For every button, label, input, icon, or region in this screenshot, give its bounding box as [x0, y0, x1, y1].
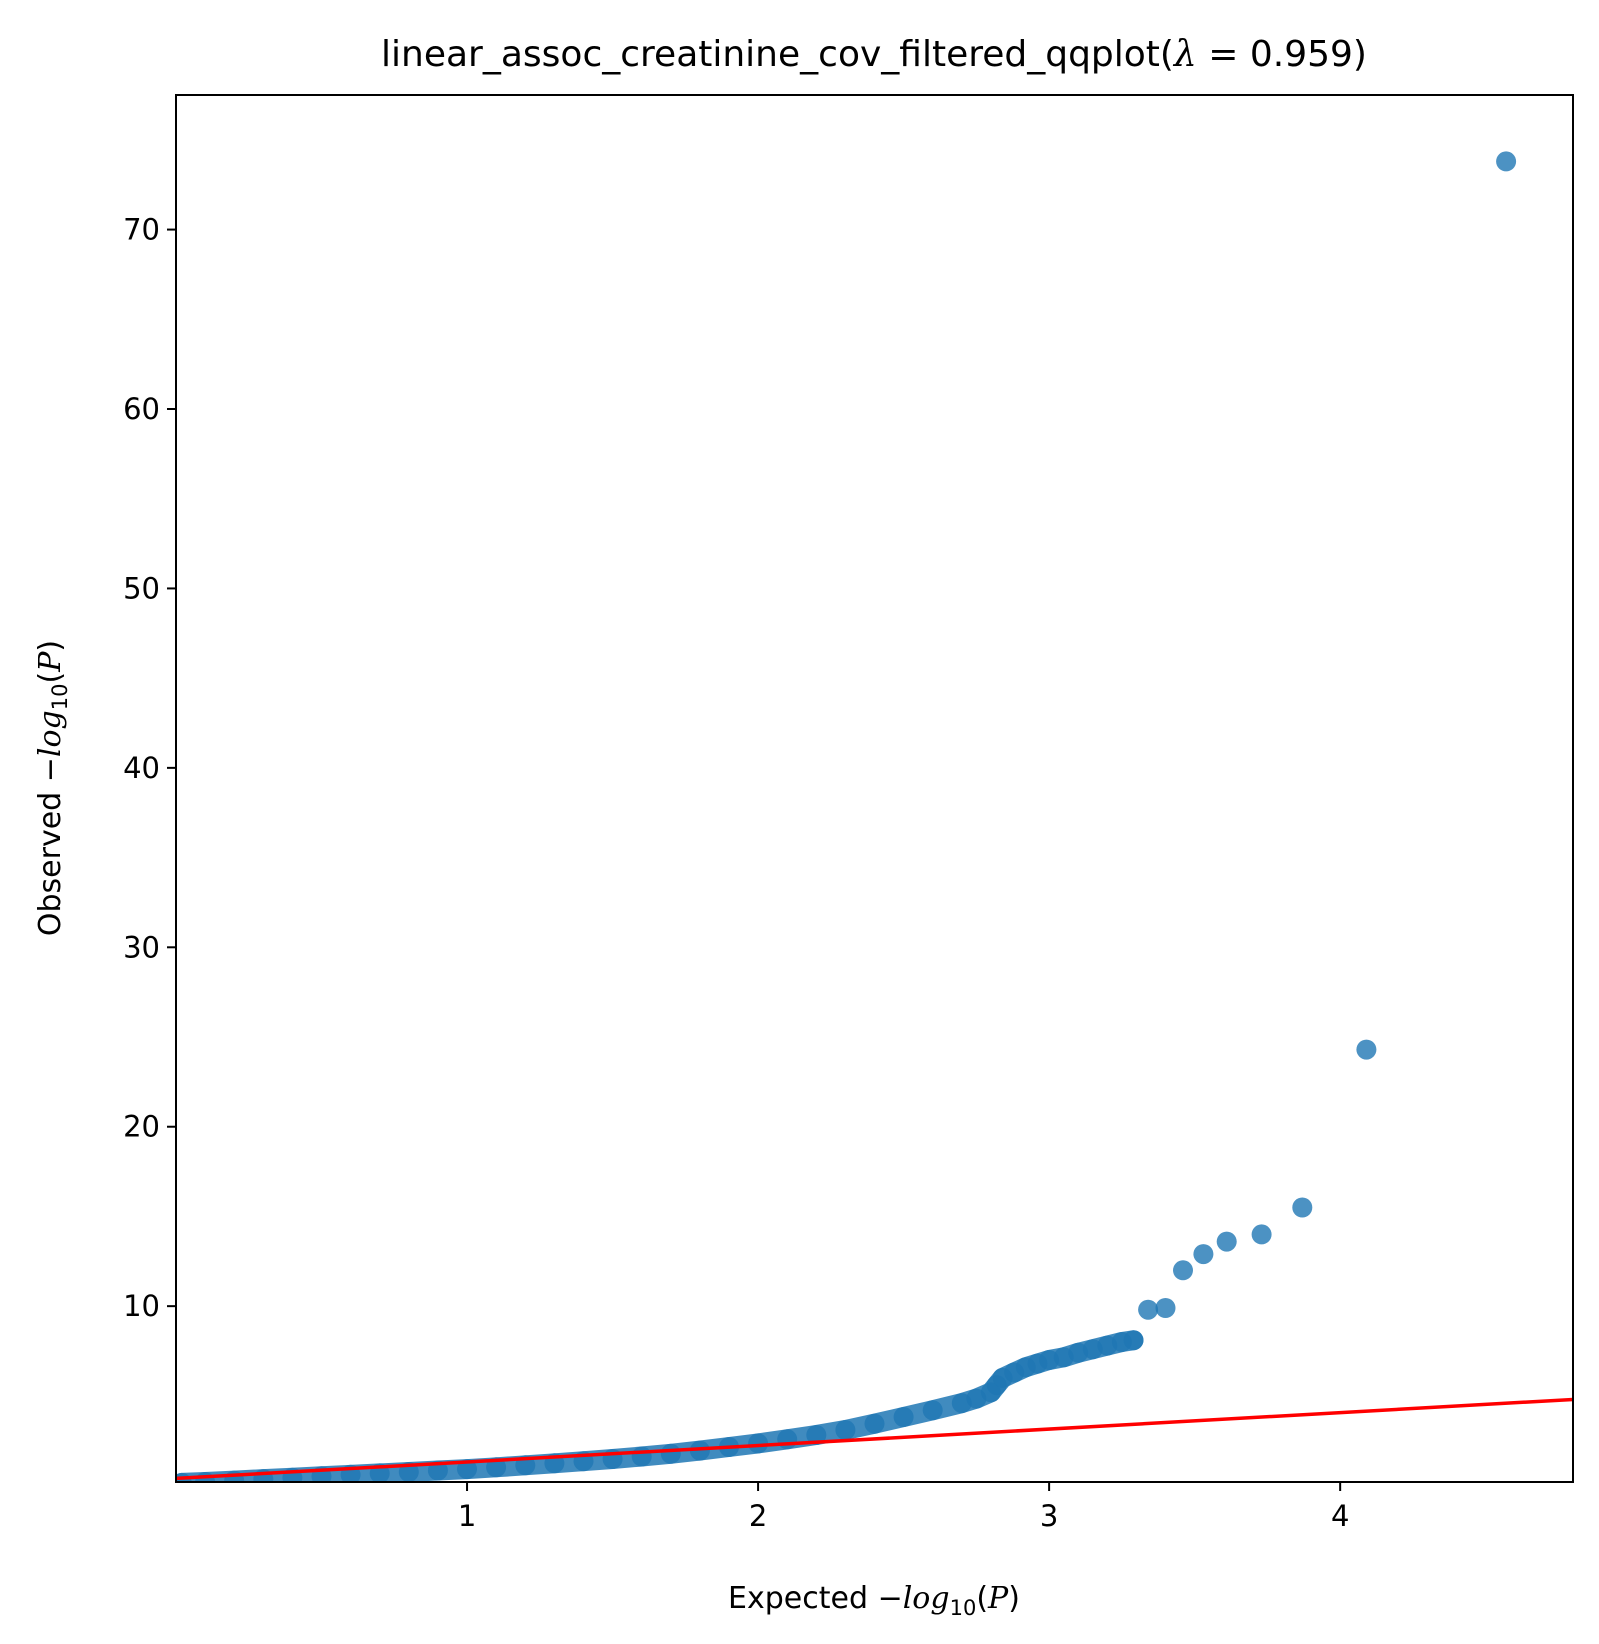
- data-point: [748, 1433, 769, 1454]
- reference-line: [176, 1397, 1573, 1481]
- data-point: [777, 1429, 798, 1450]
- x-tick-label: 4: [1331, 1499, 1349, 1533]
- data-point: [1193, 1244, 1214, 1265]
- data-point: [1173, 1260, 1193, 1281]
- data-point: [1155, 1298, 1176, 1318]
- x-axis-title: Expected −log10(P): [728, 1581, 1020, 1620]
- x-tick-label: 2: [749, 1499, 767, 1533]
- reference-line-layer: [176, 1397, 1573, 1481]
- y-tick-label: 60: [123, 392, 160, 426]
- y-tick-label: 30: [123, 930, 160, 964]
- y-tick-label: 20: [123, 1110, 160, 1144]
- y-axis-title: Observed −log10(P): [33, 640, 72, 936]
- x-axis: 1 2 3 4: [458, 1482, 1349, 1533]
- x-tick-label: 3: [1040, 1499, 1058, 1533]
- y-tick-label: 40: [123, 751, 160, 785]
- data-point: [457, 1459, 477, 1480]
- y-tick-label: 50: [123, 571, 160, 605]
- data-point: [1251, 1224, 1272, 1245]
- data-point: [660, 1443, 681, 1464]
- data-point: [864, 1413, 885, 1434]
- data-point: [1496, 151, 1517, 172]
- y-axis: 10 20 30 40 50 60 70: [123, 213, 176, 1323]
- y-tick-label: 70: [123, 213, 160, 247]
- chart-title: linear_assoc_creatinine_cov_filtered_qqp…: [381, 34, 1367, 75]
- data-point: [835, 1420, 856, 1440]
- data-point: [1292, 1197, 1313, 1218]
- data-point: [1356, 1039, 1377, 1060]
- data-point: [631, 1446, 652, 1467]
- data-point: [1123, 1330, 1144, 1351]
- data-point: [1138, 1299, 1159, 1320]
- plot-frame: [175, 94, 1574, 1483]
- y-tick-label: 10: [123, 1289, 160, 1323]
- data-points: [176, 151, 1517, 1482]
- data-point: [1216, 1231, 1237, 1252]
- data-point: [689, 1440, 710, 1461]
- data-point: [893, 1407, 914, 1427]
- data-point: [922, 1400, 943, 1421]
- x-tick-label: 1: [458, 1499, 476, 1533]
- data-point: [806, 1425, 827, 1445]
